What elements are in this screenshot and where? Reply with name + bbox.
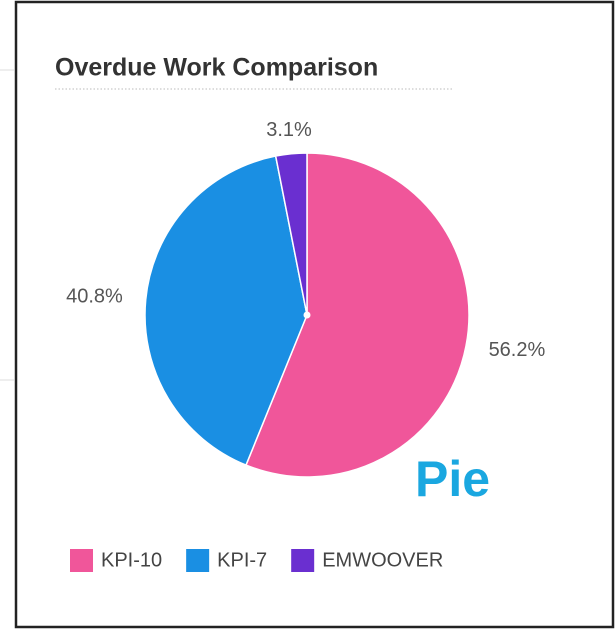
pie-center [303, 311, 311, 319]
annotation: Pie [415, 451, 490, 507]
legend-label: KPI-7 [217, 549, 267, 571]
data-label: 3.1% [266, 119, 312, 141]
legend-swatch [291, 549, 315, 572]
pie-slice [144, 155, 308, 467]
pie: 56.2% 40.8% 3.1% [66, 119, 546, 478]
legend-swatch [186, 549, 210, 572]
legend-label: EMWOOVER [322, 549, 443, 571]
data-label: 40.8% [66, 286, 123, 308]
legend: KPI-10 KPI-7 EMWOOVER [70, 549, 443, 572]
legend-swatch [70, 549, 93, 572]
pie-slice [274, 152, 308, 316]
pie-slice [245, 152, 470, 478]
chart-title: Overdue Work Comparison [55, 54, 378, 82]
data-label: 56.2% [489, 339, 546, 361]
legend-label: KPI-10 [101, 549, 162, 571]
